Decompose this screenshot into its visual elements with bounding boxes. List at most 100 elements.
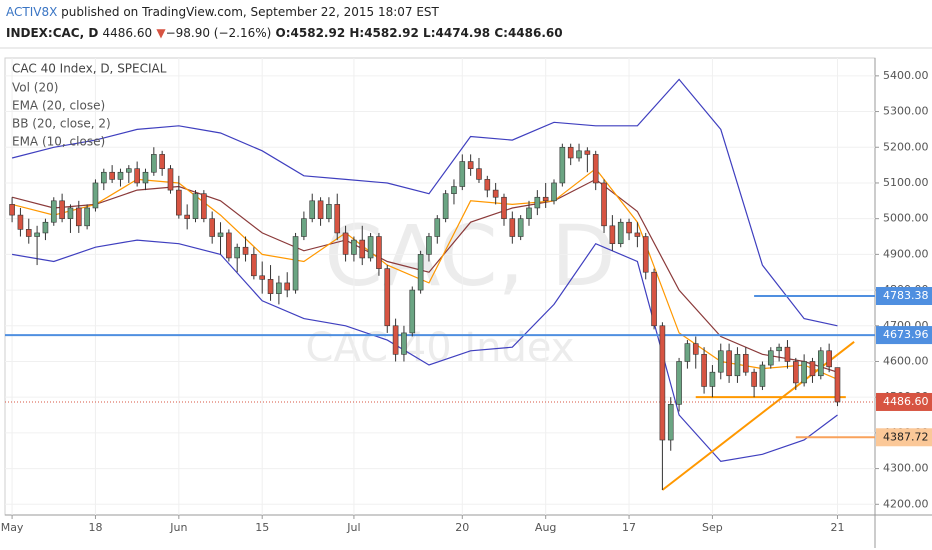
low: L:4474.98 (423, 26, 490, 40)
candle-body (159, 154, 165, 169)
y-tick-label: 5200.00 (883, 140, 929, 153)
candle-body (451, 186, 457, 194)
candle-body (309, 200, 316, 219)
y-tick-label: 5300.00 (883, 105, 929, 118)
candle-body (792, 361, 799, 384)
candle-body (592, 154, 599, 184)
candle-body (367, 236, 374, 259)
candle-body (292, 236, 299, 291)
candle-body (359, 239, 366, 259)
candle-body (534, 196, 541, 209)
change: −98.90 (−2.16%) (166, 26, 272, 40)
open: O:4582.92 (276, 26, 346, 40)
candle-body (609, 225, 616, 244)
y-tick-label: 4200.00 (883, 497, 929, 510)
candle-body (84, 207, 90, 227)
candle-body (801, 361, 807, 384)
candle-body (667, 404, 674, 441)
candle-body (426, 236, 432, 255)
y-tick-label: 4900.00 (883, 247, 929, 260)
y-tick-label: 5400.00 (883, 69, 929, 82)
candle-body (509, 218, 516, 237)
candle-body (626, 221, 632, 234)
candle-body (17, 214, 24, 230)
candle-body (442, 193, 449, 219)
close: C:4486.60 (494, 26, 562, 40)
candle-body (242, 246, 249, 255)
candle-body (176, 189, 182, 216)
x-tick-label: 18 (88, 521, 102, 534)
candle-body (192, 193, 199, 219)
candle-body (201, 193, 207, 219)
study-line (11, 78, 838, 327)
candle-body (751, 371, 757, 387)
candle-body (617, 221, 624, 244)
candle-body (117, 171, 124, 180)
candle-body (67, 207, 74, 219)
candle-body (567, 146, 574, 159)
candle-body (459, 161, 466, 187)
legend-title: CAC 40 Index, D, SPECIAL (12, 62, 167, 76)
candle-body (726, 350, 732, 377)
legend-entry: Vol (20) (12, 81, 58, 95)
candle-body (409, 289, 416, 334)
candle-body (142, 171, 149, 184)
candle-body (434, 218, 441, 237)
candle-body (684, 343, 691, 362)
high: H:4582.92 (349, 26, 419, 40)
x-tick-label: Jul (346, 521, 360, 534)
candle-body (601, 182, 607, 227)
candle-body (692, 343, 699, 355)
candle-body (484, 179, 491, 191)
x-tick-label: 15 (255, 521, 269, 534)
candle-body (276, 282, 282, 294)
candle-body (376, 236, 382, 269)
candle-body (417, 254, 424, 291)
x-tick-label: 17 (622, 521, 636, 534)
y-tick-label: 4300.00 (883, 462, 929, 475)
candle-body (217, 232, 224, 237)
published: published on TradingView.com, September … (61, 5, 439, 19)
candle-body (100, 171, 107, 184)
candle-body (42, 221, 49, 234)
author[interactable]: ACTIV8X (6, 5, 57, 19)
legend-entry: EMA (10, close) (12, 135, 105, 149)
candle-body (59, 200, 65, 219)
legend-entry: EMA (20, close) (12, 99, 105, 113)
candle-body (701, 354, 707, 387)
price-tag (876, 392, 932, 411)
candle-body (526, 207, 532, 219)
candle-body (476, 168, 482, 180)
candle-body (401, 332, 407, 355)
candle-body (167, 168, 174, 191)
candle-body (517, 218, 524, 237)
y-tick-label: 5000.00 (883, 212, 929, 225)
candle-body (776, 346, 782, 352)
candle-body (301, 218, 307, 237)
candle-body (334, 204, 341, 234)
x-tick-label: Aug (535, 521, 556, 534)
candle-body (392, 325, 399, 355)
candle-body (784, 346, 791, 362)
candle-body (834, 367, 841, 403)
candle-body (351, 239, 357, 255)
candle-body (501, 196, 507, 219)
candle-body (659, 325, 666, 441)
candle-body (542, 196, 549, 202)
candle-body (92, 182, 99, 209)
candle-body (34, 232, 40, 237)
candle-body (251, 254, 257, 277)
candle-body (717, 350, 724, 373)
candle-body (184, 214, 190, 219)
candle-body (209, 218, 215, 237)
price-tag-label: 4673.96 (883, 328, 929, 341)
candle-body (342, 232, 349, 255)
candle-body (767, 350, 774, 366)
candle-body (284, 282, 291, 291)
candle-body (75, 207, 82, 227)
study-line (11, 167, 838, 380)
candle-body (25, 229, 32, 237)
price-tag-label: 4486.60 (883, 395, 929, 408)
